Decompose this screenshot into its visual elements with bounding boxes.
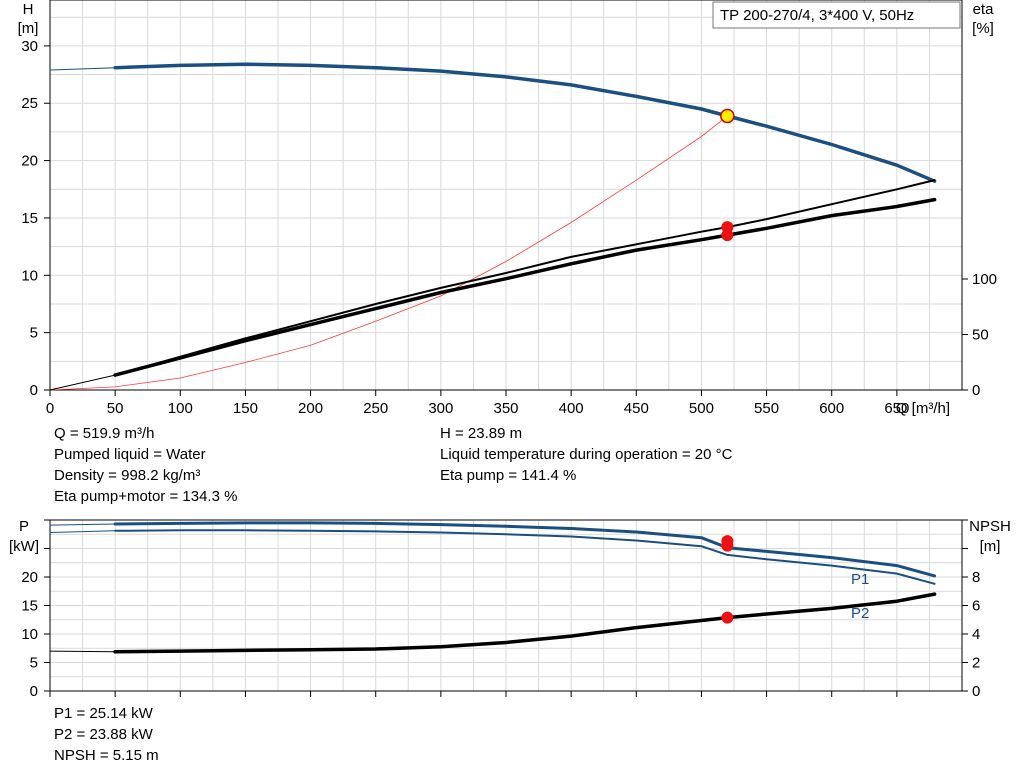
p1-curve-extension	[49, 523, 116, 526]
q-axis-label: Q [m³/h]	[896, 400, 950, 417]
x-tick-label: 250	[363, 400, 388, 417]
p2-curve	[114, 529, 936, 585]
npsh-duty-marker	[721, 611, 734, 624]
eta-tick-label: 50	[972, 327, 989, 344]
p-tick-label: 20	[21, 569, 38, 586]
eta-pump-motor-curve	[113, 197, 937, 377]
h-tick-label: 0	[30, 382, 38, 399]
x-tick-label: 550	[754, 400, 779, 417]
x-tick-label: 200	[298, 400, 323, 417]
npsh-curve	[113, 592, 937, 654]
info-npsh: NPSH = 5.15 m	[54, 747, 159, 764]
info-top-left: Q = 519.9 m³/h Pumped liquid = Water Den…	[54, 423, 237, 507]
x-tick-label: 100	[168, 400, 193, 417]
p-tick-label: 10	[21, 626, 38, 643]
info-density: Density = 998.2 kg/m³	[54, 467, 201, 484]
power-duty-marker	[721, 539, 734, 552]
info-p1: P1 = 25.14 kW	[54, 705, 153, 722]
p-axis-unit: [kW]	[9, 538, 39, 555]
info-bottom: P1 = 25.14 kW P2 = 23.88 kW NPSH = 5.15 …	[54, 703, 159, 766]
x-tick-label: 300	[428, 400, 453, 417]
info-eta-pump: Eta pump = 141.4 %	[440, 467, 577, 484]
h-axis-label: H	[23, 1, 34, 18]
x-tick-label: 150	[233, 400, 258, 417]
chart-title: TP 200-270/4, 3*400 V, 50Hz	[720, 7, 914, 24]
p-axis-label: P	[19, 518, 29, 535]
h-tick-label: 25	[21, 95, 38, 112]
duty-point-marker	[721, 229, 734, 242]
p-tick-label: 0	[30, 683, 38, 700]
npsh-tick-label: 6	[972, 598, 980, 615]
bottom-chart-ticks: 0 5 10 15 20 0 2 4 6 8	[21, 519, 980, 700]
p2-curve-extension	[49, 530, 116, 533]
eta-axis-unit: [%]	[972, 20, 994, 37]
x-tick-label: 50	[107, 400, 124, 417]
bottom-chart-grid	[50, 520, 962, 691]
x-tick-label: 650	[884, 400, 909, 417]
npsh-axis-label: NPSH	[969, 518, 1011, 535]
eta-pump-curve	[114, 179, 936, 377]
operating-point-marker	[720, 108, 735, 124]
info-pumped-liquid: Pumped liquid = Water	[54, 446, 206, 463]
h-tick-label: 5	[30, 325, 38, 342]
h-tick-label: 15	[21, 210, 38, 227]
npsh-curve-extension	[49, 650, 116, 653]
eta-tick-label: 100	[972, 271, 997, 288]
chart-title-box	[712, 1, 961, 29]
x-tick-label: 500	[689, 400, 714, 417]
x-tick-label: 400	[559, 400, 584, 417]
top-chart-series	[49, 62, 937, 391]
top-chart-ticks: 0 50 100 150 200 250 300 350 400 450 500 550 600 6500…	[21, 38, 997, 417]
info-top-right: H = 23.89 m Liquid temperature during op…	[440, 423, 732, 486]
x-tick-label: 600	[819, 400, 844, 417]
top-chart-markers	[720, 108, 735, 242]
eta-tick-label: 0	[972, 382, 980, 399]
top-chart-grid	[50, 0, 962, 390]
info-p2: P2 = 23.88 kW	[54, 726, 153, 743]
p1-curve-label: P1	[851, 571, 869, 588]
npsh-tick-label: 8	[972, 569, 980, 586]
info-q: Q = 519.9 m³/h	[54, 425, 155, 442]
x-tick-label: 0	[46, 400, 54, 417]
info-eta-pump-motor: Eta pump+motor = 134.3 %	[54, 488, 238, 505]
x-tick-label: 450	[624, 400, 649, 417]
p-tick-label: 15	[21, 598, 38, 615]
npsh-axis-unit: [m]	[980, 538, 1001, 555]
p2-curve-label: P2	[851, 605, 869, 622]
info-h: H = 23.89 m	[440, 425, 523, 442]
npsh-tick-label: 0	[972, 683, 980, 700]
head-curve	[113, 62, 937, 183]
x-tick-label: 350	[493, 400, 518, 417]
npsh-tick-label: 2	[972, 655, 980, 672]
h-tick-label: 20	[21, 153, 38, 170]
p1-curve	[113, 521, 937, 578]
h-tick-label: 30	[21, 38, 38, 55]
head-curve-extension	[49, 67, 116, 71]
p-tick-label: 5	[30, 655, 38, 672]
bottom-chart-markers	[721, 535, 734, 624]
system-curve	[49, 115, 728, 391]
h-tick-label: 10	[21, 267, 38, 284]
info-liquid-temperature: Liquid temperature during operation = 20…	[440, 446, 733, 463]
h-axis-unit: [m]	[18, 20, 39, 37]
npsh-tick-label: 4	[972, 626, 980, 643]
eta-axis-label: eta	[973, 1, 995, 18]
eta-pump-curve-extension	[49, 374, 116, 391]
bottom-chart-series	[49, 521, 937, 654]
